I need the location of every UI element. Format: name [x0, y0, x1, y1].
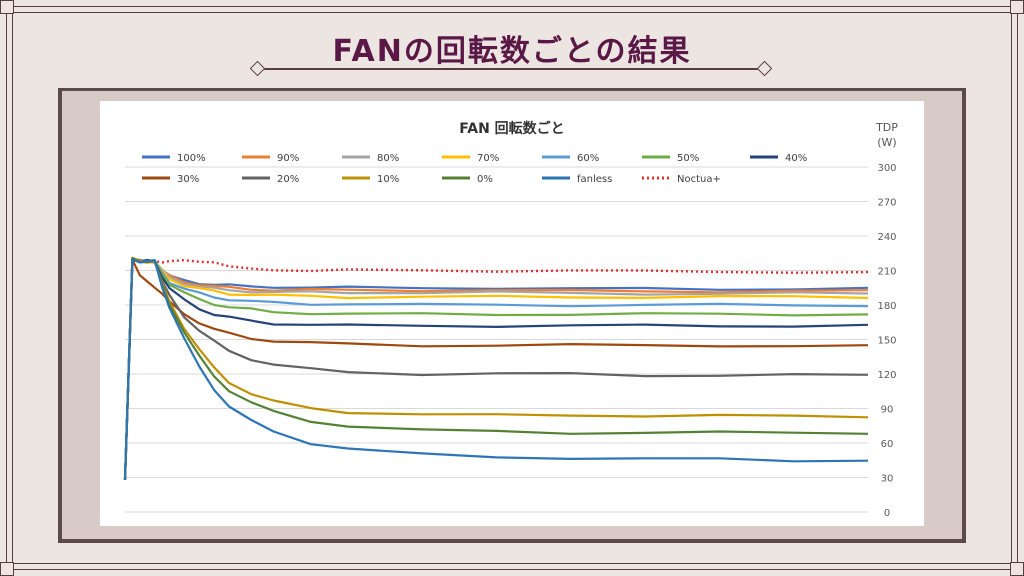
series-line: [123, 258, 869, 480]
legend-label: 20%: [277, 174, 299, 185]
legend-item: 30%: [142, 174, 199, 185]
legend-label: 100%: [177, 153, 206, 164]
legend-item: 100%: [142, 153, 206, 164]
y-tick-label: 120: [877, 370, 896, 381]
legend-item: 80%: [342, 153, 399, 164]
legend-item: Noctua+: [642, 174, 721, 185]
legend-label: 30%: [177, 174, 199, 185]
y-tick-label: 150: [877, 336, 896, 347]
y-tick-label: 0: [884, 508, 890, 519]
legend-label: 90%: [277, 153, 299, 164]
legend-item: 40%: [750, 153, 807, 164]
y-tick-label: 90: [881, 405, 894, 416]
legend-item: 70%: [442, 153, 499, 164]
gridlines: [125, 166, 868, 513]
series-line: [123, 258, 869, 480]
title-underline: [258, 68, 764, 70]
legend-item: 90%: [242, 153, 299, 164]
legend-label: Noctua+: [677, 174, 721, 185]
legend-item: 60%: [542, 153, 599, 164]
y-tick-label: 240: [877, 232, 896, 243]
y-axis-label-line2: (W): [877, 136, 896, 149]
y-axis-label-line1: TDP: [875, 121, 898, 134]
legend-label: fanless: [577, 174, 612, 185]
y-tick-label: 300: [877, 163, 896, 174]
legend-label: 60%: [577, 153, 599, 164]
legend-label: 10%: [377, 174, 399, 185]
y-axis-ticks: 0 30 60 90 120 150 180 210 240 270 300: [877, 163, 896, 519]
frame-corner-bottom-left: [0, 562, 14, 576]
legend-item: 20%: [242, 174, 299, 185]
line-chart: FAN 回転数ごと TDP (W) 0 30 60 90 120 150 180 210 240…: [123, 120, 898, 519]
y-tick-label: 270: [877, 198, 896, 209]
y-tick-label: 60: [881, 439, 894, 450]
legend: 100% 90% 80% 70% 60% 50% 40% 30% 20% 10% 0% fanless…: [142, 153, 807, 185]
chart-title: FAN 回転数ごと: [459, 120, 564, 137]
plot-area: [123, 256, 869, 480]
slide-title: FANの回転数ごとの結果: [332, 34, 692, 69]
frame-corner-bottom-right: [1010, 562, 1024, 576]
legend-item: fanless: [542, 174, 612, 185]
frame-corner-top-right: [1010, 0, 1024, 14]
legend-item: 50%: [642, 153, 699, 164]
legend-label: 0%: [477, 174, 493, 185]
legend-item: 10%: [342, 174, 399, 185]
legend-item: 0%: [442, 174, 493, 185]
legend-label: 70%: [477, 153, 499, 164]
chart-area: FAN 回転数ごと TDP (W) 0 30 60 90 120 150 180 210 240…: [100, 101, 924, 526]
legend-label: 50%: [677, 153, 699, 164]
y-tick-label: 210: [877, 267, 896, 278]
frame-corner-top-left: [0, 0, 14, 14]
y-tick-label: 180: [877, 301, 896, 312]
y-tick-label: 30: [881, 474, 894, 485]
series-line: [123, 258, 869, 480]
legend-label: 80%: [377, 153, 399, 164]
legend-label: 40%: [785, 153, 807, 164]
slide-frame-inner: [12, 12, 1012, 564]
slide-frame-outer: [6, 6, 1018, 570]
